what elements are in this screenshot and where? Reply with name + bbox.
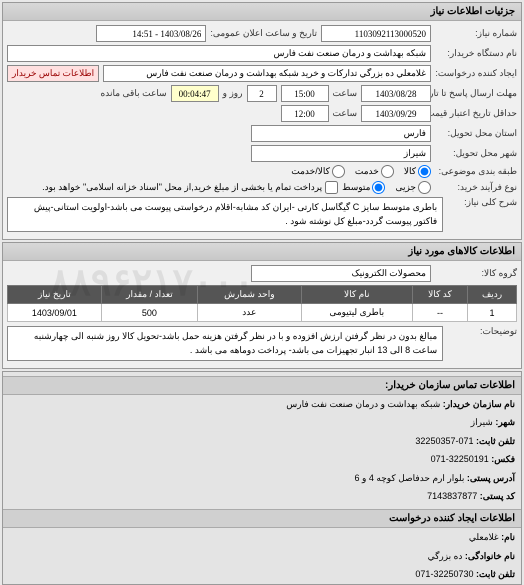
day-count-input[interactable] (247, 85, 277, 102)
name-line: نام: غلامعلي (3, 528, 521, 546)
phone-line: تلفن ثابت: 071-32250357 (3, 432, 521, 450)
radio-kala[interactable]: کالا (404, 165, 431, 178)
table-row[interactable]: 1 -- باطری لیتیومی عدد 500 1403/09/01 (8, 304, 517, 322)
creator-input[interactable] (103, 65, 431, 82)
city-input[interactable] (251, 145, 431, 162)
items-table: ردیف کد کالا نام کالا واحد شمارش تعداد /… (7, 285, 517, 322)
need-details-panel: جزئیات اطلاعات نیاز شماره نیاز: تاریخ و … (2, 2, 522, 240)
th-row: ردیف (468, 286, 517, 304)
th-unit: واحد شمارش (198, 286, 301, 304)
radio-buy[interactable]: جزیی (395, 181, 431, 194)
contact-panel: اطلاعات تماس سازمان خریدار: نام سازمان خ… (2, 371, 522, 585)
province-label: استان محل تحویل: (435, 128, 517, 139)
note-textarea[interactable]: مبالغ بدون در نظر گرفتن ارزش افزوده و با… (7, 326, 443, 361)
group-label: گروه کالا: (435, 268, 517, 279)
buyer-input[interactable] (7, 45, 431, 62)
payment-checkbox[interactable]: پرداخت تمام یا بخشی از مبلغ خرید,از محل … (42, 181, 338, 194)
public-date-input[interactable] (96, 25, 206, 42)
group-input[interactable] (251, 265, 431, 282)
time-label-1: ساعت (333, 88, 358, 99)
desc-textarea[interactable]: باطری متوسط سایز C گیگاسل کارتی -ایران ک… (7, 197, 443, 232)
city-line: شهر: شیراز (3, 413, 521, 431)
th-date: تاریخ نیاز (8, 286, 102, 304)
deadline-date-input[interactable] (361, 85, 431, 102)
need-number-input[interactable] (321, 25, 431, 42)
contact-button[interactable]: اطلاعات تماس خریدار (7, 65, 99, 82)
fax-line: فکس: 32250191-071 (3, 450, 521, 468)
validity-date-input[interactable] (361, 105, 431, 122)
buyer-label: نام دستگاه خریدار: (435, 48, 517, 59)
radio-service[interactable]: خدمت (355, 165, 394, 178)
process-label: نوع فرآیند خرید: (435, 182, 517, 193)
items-panel-title: اطلاعات کالاهای مورد نیاز (3, 243, 521, 261)
creator-label: ایجاد کننده درخواست: (435, 68, 517, 79)
radio-medium[interactable]: متوسط (342, 181, 385, 194)
deadline-time-input[interactable] (281, 85, 329, 102)
th-name: نام کالا (301, 286, 412, 304)
remain-time-input (171, 85, 219, 102)
day-label: روز و (223, 88, 243, 99)
th-code: کد کالا (412, 286, 467, 304)
addr-line: آدرس پستی: بلوار ارم حدفاصل کوچه 4 و 6 (3, 469, 521, 487)
org-line: نام سازمان خریدار: شبکه بهداشت و درمان ص… (3, 395, 521, 413)
validity-label: حداقل تاریخ اعتبار قیمت: تا تاریخ: (435, 108, 517, 119)
category-label: طبقه بندی موضوعی: (435, 166, 517, 177)
province-input[interactable] (251, 125, 431, 142)
panel-title: جزئیات اطلاعات نیاز (3, 3, 521, 21)
postal-line: کد پستی: 7143837877 (3, 487, 521, 505)
public-date-label: تاریخ و ساعت اعلان عمومی: (210, 28, 317, 39)
note-label: توضیحات: (447, 326, 517, 337)
need-number-label: شماره نیاز: (435, 28, 517, 39)
req-title: اطلاعات ایجاد کننده درخواست (3, 509, 521, 528)
time-label-2: ساعت (333, 108, 358, 119)
deadline-label: مهلت ارسال پاسخ تا تاریخ: (435, 88, 517, 99)
validity-time-input[interactable] (281, 105, 329, 122)
city-label: شهر محل تحویل: (435, 148, 517, 159)
remain-label: ساعت باقی مانده (101, 88, 167, 99)
desc-label: شرح کلی نیاز: (447, 197, 517, 208)
contact-title: اطلاعات تماس سازمان خریدار: (3, 376, 521, 395)
tel-line: تلفن ثابت: 32250730-071 (3, 565, 521, 583)
items-panel: اطلاعات کالاهای مورد نیاز گروه کالا: ردی… (2, 242, 522, 369)
lname-line: نام خانوادگی: ده بزرگي (3, 547, 521, 565)
th-qty: تعداد / مقدار (101, 286, 197, 304)
radio-both[interactable]: کالا/خدمت (291, 165, 345, 178)
